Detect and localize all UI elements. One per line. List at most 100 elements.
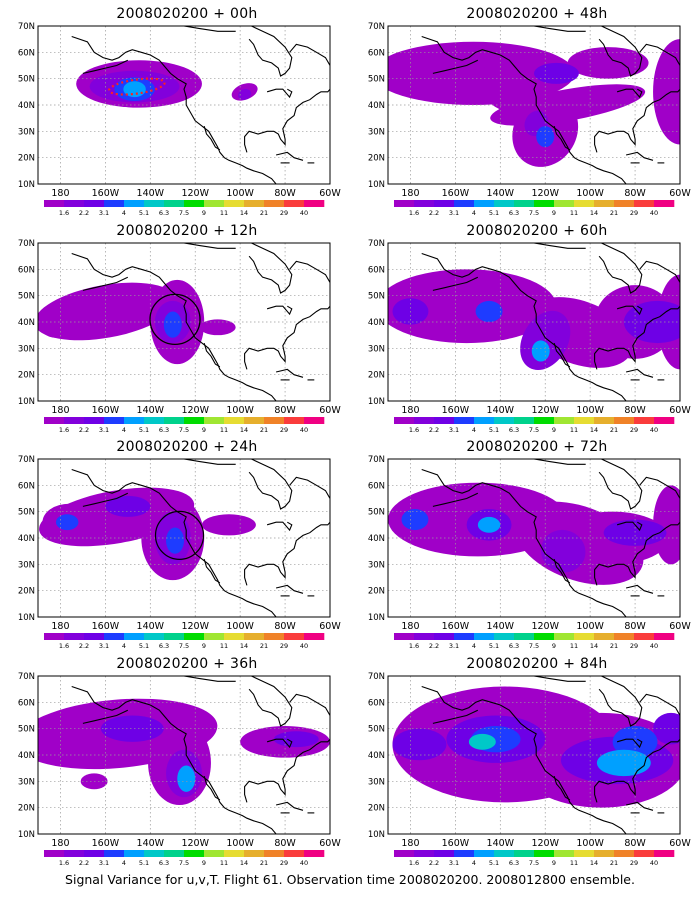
lat-label: 70N <box>368 22 385 32</box>
colorbar-swatch <box>184 633 205 640</box>
colorbar-swatch <box>44 417 65 424</box>
colorbar-swatch <box>654 850 675 857</box>
colorbar-label: 4 <box>472 209 476 217</box>
colorbar-swatch <box>534 200 555 207</box>
map-frame <box>37 242 331 402</box>
colorbar-swatch <box>474 417 495 424</box>
variance-contour <box>199 319 236 336</box>
colorbar-swatch <box>454 633 475 640</box>
colorbar-swatch <box>44 200 65 207</box>
lon-label: 180 <box>51 188 69 199</box>
coastline <box>203 342 221 368</box>
coastline <box>594 738 680 803</box>
lat-label: 60N <box>18 481 35 491</box>
lat-label: 60N <box>18 698 35 708</box>
lon-label: 140W <box>487 838 515 849</box>
lat-label: 10N <box>18 613 35 623</box>
colorbar-label: 9 <box>202 209 206 217</box>
colorbar-label: 3.1 <box>99 209 109 217</box>
colorbar-label: 6.3 <box>509 426 519 434</box>
coastline <box>248 676 293 727</box>
colorbar-label: 29 <box>280 642 288 650</box>
variance-contour <box>534 62 579 84</box>
coastline <box>275 368 304 378</box>
coastline <box>533 676 586 682</box>
colorbar-swatch <box>124 200 145 207</box>
coastline <box>432 492 479 507</box>
map-frame <box>37 675 331 835</box>
map-panel: 2008020200 + 48h 10N 20N 30N 40N 50N 60N 70N 180… <box>362 0 700 217</box>
colorbar-swatch <box>614 633 635 640</box>
lon-label: 60W <box>319 621 341 632</box>
colorbar-label: 1.6 <box>59 209 69 217</box>
lon-label: 60W <box>669 838 691 849</box>
panel-title: 2008020200 + 60h <box>466 223 608 239</box>
colorbar-label: 11 <box>220 209 228 217</box>
lat-label: 50N <box>368 508 385 518</box>
colorbar-swatch <box>514 200 535 207</box>
lat-label: 60N <box>368 48 385 58</box>
lat-label: 40N <box>368 751 385 761</box>
colorbar-swatch <box>224 417 245 424</box>
lat-label: 40N <box>368 534 385 544</box>
variance-contour <box>401 509 429 531</box>
colorbar-swatch <box>264 850 285 857</box>
coastline <box>266 88 293 99</box>
map-svg: 10N 20N 30N 40N 50N 60N 70N 180 160W 140W 120W 100W… <box>18 455 342 650</box>
colorbar-swatch <box>264 200 285 207</box>
colorbar-label: 29 <box>630 209 638 217</box>
colorbar-label: 21 <box>260 426 268 434</box>
lat-label: 20N <box>18 804 35 814</box>
lat-label: 40N <box>368 101 385 111</box>
colorbar-swatch <box>414 417 435 424</box>
lat-label: 40N <box>18 751 35 761</box>
colorbar-label: 5.1 <box>489 209 499 217</box>
lat-label: 40N <box>18 534 35 544</box>
colorbar-label: 4 <box>122 426 126 434</box>
colorbar-label: 29 <box>630 642 638 650</box>
lon-label: 60W <box>669 621 691 632</box>
colorbar-label: 21 <box>610 209 618 217</box>
colorbar-label: 7.5 <box>179 859 189 867</box>
lat-label: 20N <box>368 804 385 814</box>
coastline <box>598 459 643 510</box>
lat-label: 70N <box>18 672 35 682</box>
lon-label: 160W <box>442 188 470 199</box>
coastline <box>71 685 277 834</box>
coastline <box>432 276 479 291</box>
colorbar-label: 2.2 <box>79 209 89 217</box>
lon-label: 80W <box>274 838 296 849</box>
colorbar-swatch <box>164 417 185 424</box>
colorbar-label: 29 <box>630 859 638 867</box>
map-panel: 2008020200 + 84h 10N 20N 30N 40N 50N 60N 70N 180… <box>362 650 700 867</box>
colorbar-swatch <box>104 200 125 207</box>
colorbar-label: 21 <box>260 859 268 867</box>
map-panel: 2008020200 + 12h 10N 20N 30N 40N 50N 60N 70N 180… <box>12 217 362 434</box>
colorbar-label: 11 <box>570 642 578 650</box>
colorbar-swatch <box>554 633 575 640</box>
variance-contour <box>475 300 503 322</box>
colorbar-swatch <box>144 850 165 857</box>
colorbar-label: 6.3 <box>159 209 169 217</box>
lat-label: 40N <box>18 101 35 111</box>
lon-label: 160W <box>92 188 120 199</box>
map-frame <box>387 458 681 618</box>
colorbar-swatch <box>654 633 675 640</box>
lat-label: 10N <box>368 180 385 190</box>
coastline <box>598 676 643 727</box>
colorbar-label: 21 <box>260 642 268 650</box>
variance-contour <box>653 712 680 745</box>
colorbar-label: 5.1 <box>489 642 499 650</box>
colorbar-label: 9 <box>552 209 556 217</box>
lat-label: 50N <box>18 292 35 302</box>
colorbar-swatch <box>244 417 265 424</box>
lat-label: 10N <box>368 397 385 407</box>
colorbar-label: 9 <box>552 859 556 867</box>
variance-contour <box>603 519 667 546</box>
lat-label: 50N <box>368 292 385 302</box>
colorbar-label: 40 <box>300 209 308 217</box>
colorbar-swatch <box>224 850 245 857</box>
colorbar-swatch <box>224 633 245 640</box>
coastline <box>639 693 680 716</box>
colorbar-swatch <box>44 633 65 640</box>
